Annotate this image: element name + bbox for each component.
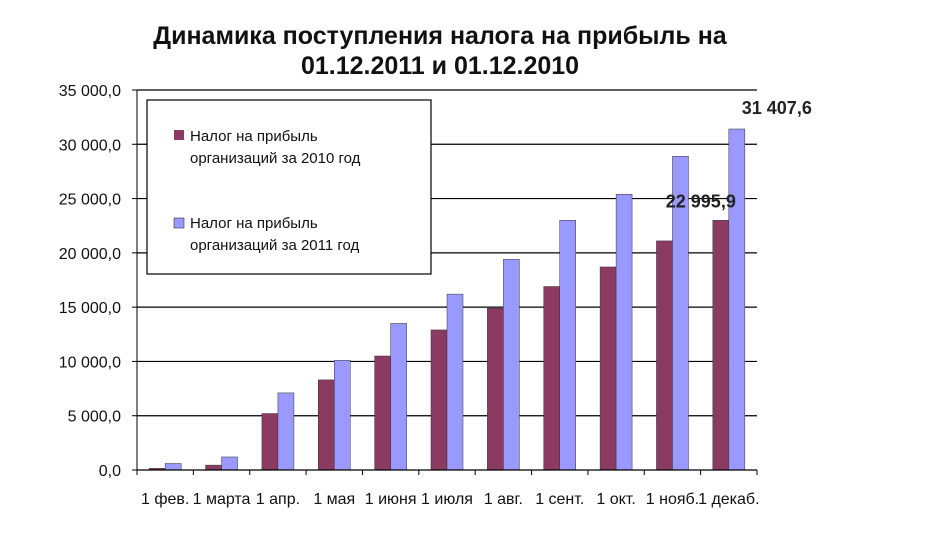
y-tick-labels: 0,0 5 000,0 10 000,0 15 000,0 20 000,0 25 000… (59, 83, 121, 480)
chart-title-line-1: Динамика поступления налога на прибыль н… (153, 22, 727, 50)
legend-swatch-2011 (173, 217, 185, 229)
bar-2010 (543, 286, 560, 471)
axes (132, 89, 758, 475)
legend-label-2011-line2: организаций за 2011 год (190, 237, 360, 254)
data-label: 22 995,9 (666, 191, 736, 211)
bar-2011 (446, 293, 464, 471)
y-tick-label: 25 000,0 (59, 192, 121, 209)
legend-label-2010-line1: Налог на прибыль (190, 128, 318, 145)
bar-2011 (503, 259, 520, 471)
y-tick-label: 35 000,0 (59, 83, 121, 100)
bar-2010 (712, 220, 730, 471)
x-tick-label: 1 марта (193, 491, 251, 508)
x-tick-label: 1 окт. (596, 491, 635, 508)
legend-label-2010-line2: организаций за 2010 год (190, 150, 361, 167)
bar-2011 (221, 456, 238, 471)
x-tick-label: 1 сент. (535, 491, 584, 508)
bar-2011 (559, 220, 576, 471)
bar-2010 (487, 307, 504, 471)
data-label: 31 407,6 (742, 98, 812, 118)
x-tick-label: 1 фев. (141, 491, 189, 508)
bar-2010 (599, 266, 617, 471)
bar-2010 (261, 413, 279, 471)
legend: Налог на прибыль организаций за 2010 год… (146, 99, 432, 275)
chart-title-line-2: 01.12.2011 и 01.12.2010 (300, 52, 580, 80)
bar-2011 (334, 360, 351, 471)
legend-label-2011-line1: Налог на прибыль (190, 215, 318, 232)
bars (148, 128, 746, 471)
bar-2011 (277, 392, 295, 471)
bar-2011 (728, 128, 746, 471)
x-tick-label: 1 мая (313, 491, 355, 508)
y-tick-label: 20 000,0 (59, 246, 121, 263)
x-tick-label: 1 авг. (484, 491, 523, 508)
bar-2010 (656, 240, 673, 471)
y-tick-label: 15 000,0 (59, 300, 121, 317)
y-tick-label: 10 000,0 (59, 354, 121, 371)
y-tick-label: 30 000,0 (59, 137, 121, 154)
bar-2010 (430, 329, 448, 471)
bar-2010 (205, 464, 222, 471)
bar-2010 (374, 355, 391, 471)
data-labels: 22 995,9 31 407,6 (666, 98, 812, 211)
x-tick-label: 1 июня (365, 491, 417, 508)
x-tick-label: 1 апр. (256, 491, 300, 508)
legend-box (146, 99, 432, 275)
x-tick-label: 1 декаб. (698, 491, 759, 508)
bar-2011 (615, 193, 633, 471)
y-tick-label: 0,0 (99, 463, 121, 480)
y-tick-label: 5 000,0 (68, 409, 121, 426)
bar-2011 (390, 323, 407, 471)
x-tick-label: 1 июля (421, 491, 473, 508)
bar-2011 (164, 463, 182, 471)
bar-2010 (318, 379, 335, 471)
x-tick-labels: 1 фев. 1 марта 1 апр. 1 мая 1 июня 1 июля 1 ав… (141, 491, 760, 508)
legend-swatch-2010 (174, 130, 184, 140)
x-tick-label: 1 нояб. (646, 491, 699, 508)
